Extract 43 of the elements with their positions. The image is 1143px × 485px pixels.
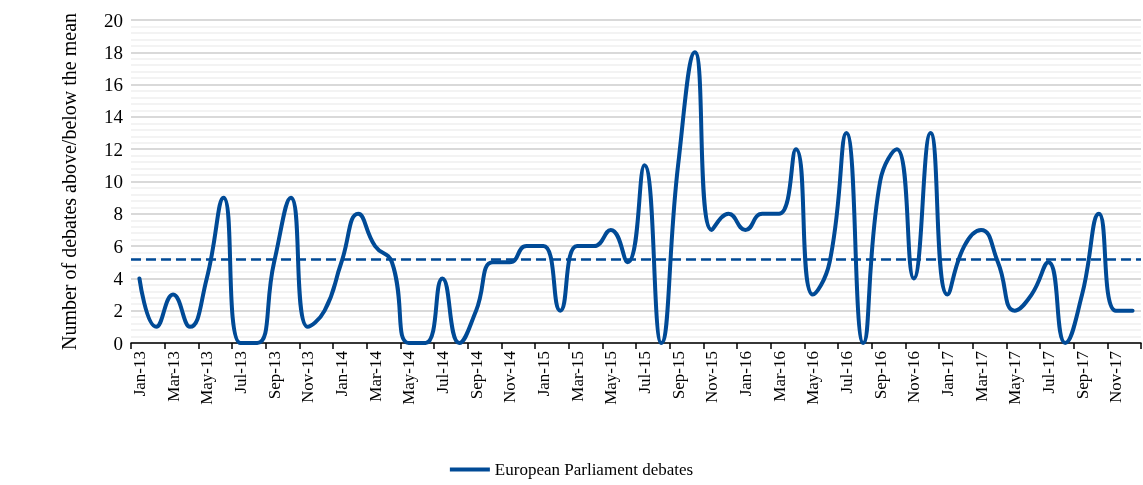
y-axis-title: Number of debates above/below the mean	[58, 12, 80, 351]
y-tick-label: 18	[104, 41, 123, 63]
y-tick-label: 14	[104, 106, 124, 128]
y-tick-label: 12	[104, 138, 123, 160]
x-tick-label: May-15	[601, 351, 621, 405]
x-tick-label: Sep-16	[870, 351, 890, 400]
x-tick-label: Mar-13	[163, 351, 183, 402]
y-tick-label: 16	[104, 74, 123, 96]
x-tick-label: Jul-13	[230, 351, 250, 394]
x-tick-label: May-13	[197, 351, 217, 405]
x-tick-label: Jan-15	[533, 351, 553, 397]
x-tick-label: Nov-14	[500, 350, 520, 403]
x-tick-label: Jan-14	[331, 350, 351, 397]
x-tick-label: May-16	[803, 351, 823, 405]
x-tick-label: Sep-13	[264, 351, 284, 400]
legend-label: European Parliament debates	[494, 460, 694, 479]
x-tick-label: Nov-16	[904, 351, 924, 403]
x-tick-label: Nov-17	[1106, 350, 1126, 403]
x-tick-label: Jan-16	[735, 351, 755, 397]
x-tick-label: Jul-17	[1038, 350, 1058, 394]
x-tick-label: May-17	[1005, 350, 1025, 405]
x-tick-label: Jul-16	[836, 351, 856, 394]
x-tick-label: Jan-17	[937, 350, 957, 397]
y-tick-label: 6	[113, 235, 123, 257]
x-tick-label: Sep-17	[1072, 350, 1092, 400]
y-tick-label: 10	[104, 171, 123, 192]
y-tick-label: 4	[113, 267, 124, 289]
x-tick-label: Mar-15	[567, 351, 587, 402]
x-tick-label: Mar-16	[769, 351, 789, 402]
x-tick-label: Sep-14	[466, 350, 486, 400]
x-tick-label: Jul-14	[432, 350, 452, 394]
x-tick-label: Mar-17	[971, 350, 991, 402]
y-tick-label: 20	[104, 9, 123, 31]
x-tick-label: Nov-15	[702, 351, 722, 403]
x-tick-label: Nov-13	[298, 351, 318, 403]
y-tick-label: 0	[113, 332, 123, 354]
x-tick-label: May-14	[399, 350, 419, 405]
x-tick-label: Mar-14	[365, 350, 385, 402]
y-tick-label: 2	[113, 300, 123, 322]
x-tick-label: Jan-13	[129, 351, 149, 397]
x-tick-label: Sep-15	[668, 351, 688, 400]
x-tick-label: Jul-15	[634, 351, 654, 394]
y-tick-label: 8	[113, 203, 123, 225]
